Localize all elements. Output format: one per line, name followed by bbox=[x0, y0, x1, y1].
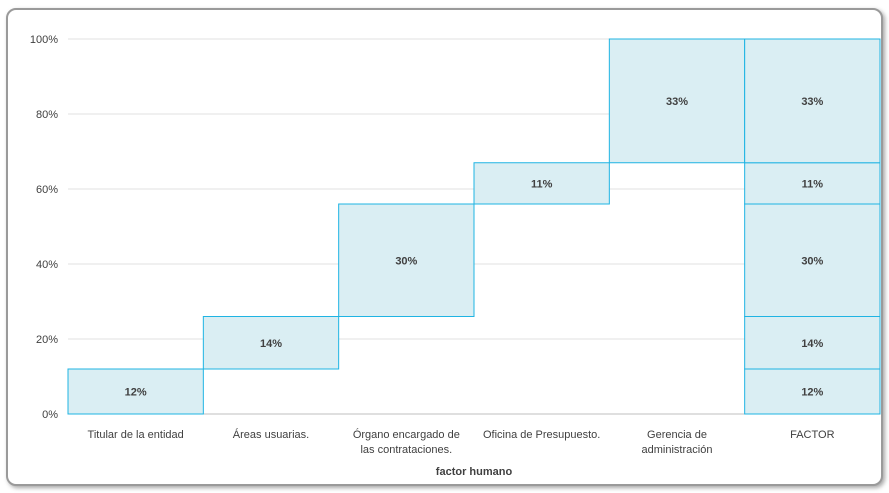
category-label: FACTOR bbox=[790, 429, 834, 441]
category-label: administración bbox=[642, 444, 713, 456]
data-label: 11% bbox=[531, 178, 553, 190]
category-label: Titular de la entidad bbox=[88, 429, 184, 441]
category-label: Gerencia de bbox=[647, 429, 707, 441]
waterfall-bar bbox=[338, 203, 475, 317]
total-bar-segment bbox=[744, 162, 881, 205]
total-bar-segment bbox=[744, 368, 881, 415]
waterfall-chart: 0% 20% 40% 60% 80% 100% 12% 14% 30% 11% 33% 12% 14% 3… bbox=[30, 34, 881, 478]
waterfall-bar bbox=[202, 316, 340, 370]
waterfall-bar bbox=[67, 368, 204, 415]
x-axis-title: factor humano bbox=[436, 466, 513, 478]
waterfall-bar bbox=[473, 162, 610, 205]
total-data-label: 12% bbox=[801, 387, 823, 399]
data-label: 30% bbox=[395, 255, 417, 267]
total-data-label: 14% bbox=[801, 338, 823, 350]
waterfall-bar bbox=[608, 38, 746, 164]
category-label: Oficina de Presupuesto. bbox=[483, 429, 600, 441]
y-tick-label: 100% bbox=[30, 34, 58, 46]
data-label: 33% bbox=[666, 96, 688, 108]
category-label: las contrataciones. bbox=[360, 444, 452, 456]
y-tick-label: 20% bbox=[36, 334, 58, 346]
total-data-label: 30% bbox=[801, 255, 823, 267]
total-data-label: 33% bbox=[801, 96, 823, 108]
data-label: 14% bbox=[260, 338, 282, 350]
category-label: Áreas usuarias. bbox=[233, 428, 309, 441]
y-tick-label: 0% bbox=[42, 409, 58, 421]
chart-frame: 0% 20% 40% 60% 80% 100% 12% 14% 30% 11% 33% 12% 14% 3… bbox=[6, 8, 883, 486]
y-tick-label: 40% bbox=[36, 259, 58, 271]
y-tick-label: 80% bbox=[36, 109, 58, 121]
total-bar-segment bbox=[744, 203, 881, 317]
data-label: 12% bbox=[125, 387, 147, 399]
total-data-label: 11% bbox=[802, 178, 824, 190]
total-bar-segment bbox=[744, 38, 881, 164]
category-label: Órgano encargado de bbox=[353, 428, 460, 441]
total-bar-segment bbox=[744, 316, 881, 370]
y-tick-label: 60% bbox=[36, 184, 58, 196]
